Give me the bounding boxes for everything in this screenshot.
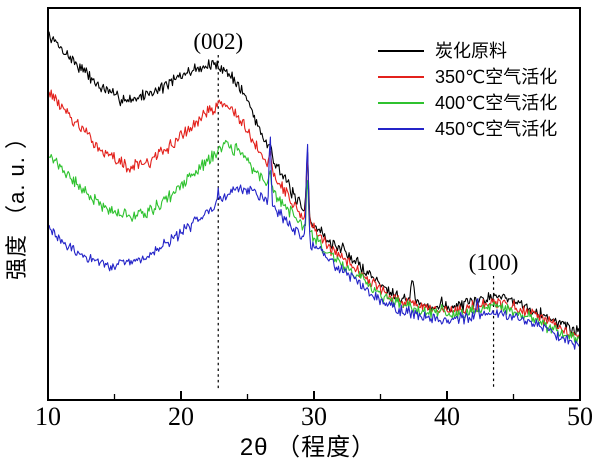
xrd-curve-2 — [49, 139, 579, 343]
legend-label: 350℃空气活化 — [435, 67, 558, 87]
legend-line-swatch-green — [378, 102, 424, 104]
legend-label: 炭化原料 — [435, 41, 507, 61]
plot-frame — [47, 7, 581, 401]
xrd-curve-1 — [49, 89, 579, 339]
legend-item: 炭化原料 — [378, 38, 557, 64]
legend-item: 350℃空气活化 — [378, 64, 557, 90]
curves-group — [49, 31, 579, 350]
legend-item: 450℃空气活化 — [378, 116, 557, 142]
legend-line-swatch-black — [378, 50, 424, 52]
legend-item: 400℃空气活化 — [378, 90, 557, 116]
xrd-curve-0 — [49, 31, 579, 336]
legend-line-swatch-blue — [378, 128, 424, 130]
legend-line-swatch-red — [378, 76, 424, 78]
legend-label: 400℃空气活化 — [435, 93, 558, 113]
xrd-curve-3 — [49, 136, 579, 350]
legend: 炭化原料 350℃空气活化 400℃空气活化 450℃空气活化 — [378, 38, 557, 142]
legend-label: 450℃空气活化 — [435, 119, 558, 139]
